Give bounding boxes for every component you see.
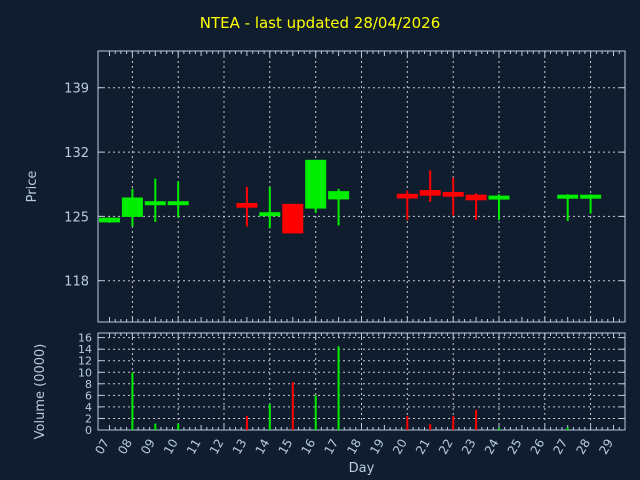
candlestick-24 xyxy=(488,194,510,220)
price-axis-label: Price xyxy=(25,171,40,203)
grid-lines xyxy=(98,51,625,430)
volume-tick-label: 14 xyxy=(78,343,92,356)
volume-tick-label: 0 xyxy=(85,424,92,437)
x-tick-label: 16 xyxy=(299,437,319,457)
candlestick-14 xyxy=(259,187,281,229)
candlestick-17 xyxy=(328,188,350,226)
x-tick-label: 07 xyxy=(92,437,112,457)
price-tick-label: 132 xyxy=(64,146,89,161)
candlestick-28 xyxy=(580,194,602,214)
volume-series xyxy=(131,346,569,430)
candlestick-22 xyxy=(442,177,464,216)
x-tick-label: 24 xyxy=(482,437,502,457)
volume-tick-label: 2 xyxy=(85,413,92,426)
x-tick-label: 12 xyxy=(207,437,227,457)
x-axis: 07 08 09 10 11 12 13 14 15 16 17 18 19 20 21 22 23 24 25 26… xyxy=(92,51,626,476)
x-tick-label: 26 xyxy=(528,437,548,457)
candlestick-07 xyxy=(99,217,120,223)
x-tick-label: 19 xyxy=(367,437,387,457)
x-tick-label: 20 xyxy=(390,437,410,457)
x-tick-label: 27 xyxy=(551,437,571,457)
x-tick-label: 09 xyxy=(138,437,158,457)
x-tick-label: 29 xyxy=(596,437,616,457)
price-tick-label: 139 xyxy=(64,82,89,97)
price-tick-label: 125 xyxy=(64,210,89,225)
x-tick-label: 18 xyxy=(344,437,364,457)
x-tick-label: 13 xyxy=(230,437,250,457)
volume-tick-label: 4 xyxy=(85,401,92,414)
candlestick-09 xyxy=(144,178,166,222)
candlestick-series xyxy=(99,159,602,234)
volume-axis-label: Volume (0000) xyxy=(33,344,48,440)
chart-title: NTEA - last updated 28/04/2026 xyxy=(199,14,441,32)
price-y-axis: 118 125 132 139 Price xyxy=(25,82,625,290)
volume-tick-label: 16 xyxy=(78,332,92,345)
volume-tick-label: 8 xyxy=(85,378,92,391)
x-tick-label: 11 xyxy=(184,437,204,457)
price-tick-label: 118 xyxy=(64,275,89,290)
x-tick-label: 21 xyxy=(413,437,433,457)
candlestick-21 xyxy=(419,170,441,202)
candlestick-16 xyxy=(305,159,327,213)
candlestick-13 xyxy=(236,187,258,227)
candlestick-08 xyxy=(121,188,143,227)
volume-tick-label: 6 xyxy=(85,389,92,402)
candlestick-10 xyxy=(167,181,189,218)
x-tick-label: 10 xyxy=(161,437,181,457)
x-axis-label: Day xyxy=(349,461,375,476)
x-tick-label: 22 xyxy=(436,437,456,457)
volume-tick-label: 10 xyxy=(78,366,92,379)
candlestick-20 xyxy=(396,190,418,220)
x-tick-label: 23 xyxy=(459,437,479,457)
volume-tick-label: 12 xyxy=(78,355,92,368)
candlestick-27 xyxy=(557,194,579,221)
candlestick-23 xyxy=(465,193,487,220)
x-tick-label: 14 xyxy=(253,437,273,457)
x-tick-label: 25 xyxy=(505,437,525,457)
x-tick-label: 17 xyxy=(321,437,341,457)
x-tick-label: 08 xyxy=(115,437,135,457)
x-tick-label: 15 xyxy=(276,437,296,457)
candlestick-15 xyxy=(282,203,304,234)
x-tick-label: 28 xyxy=(573,437,593,457)
